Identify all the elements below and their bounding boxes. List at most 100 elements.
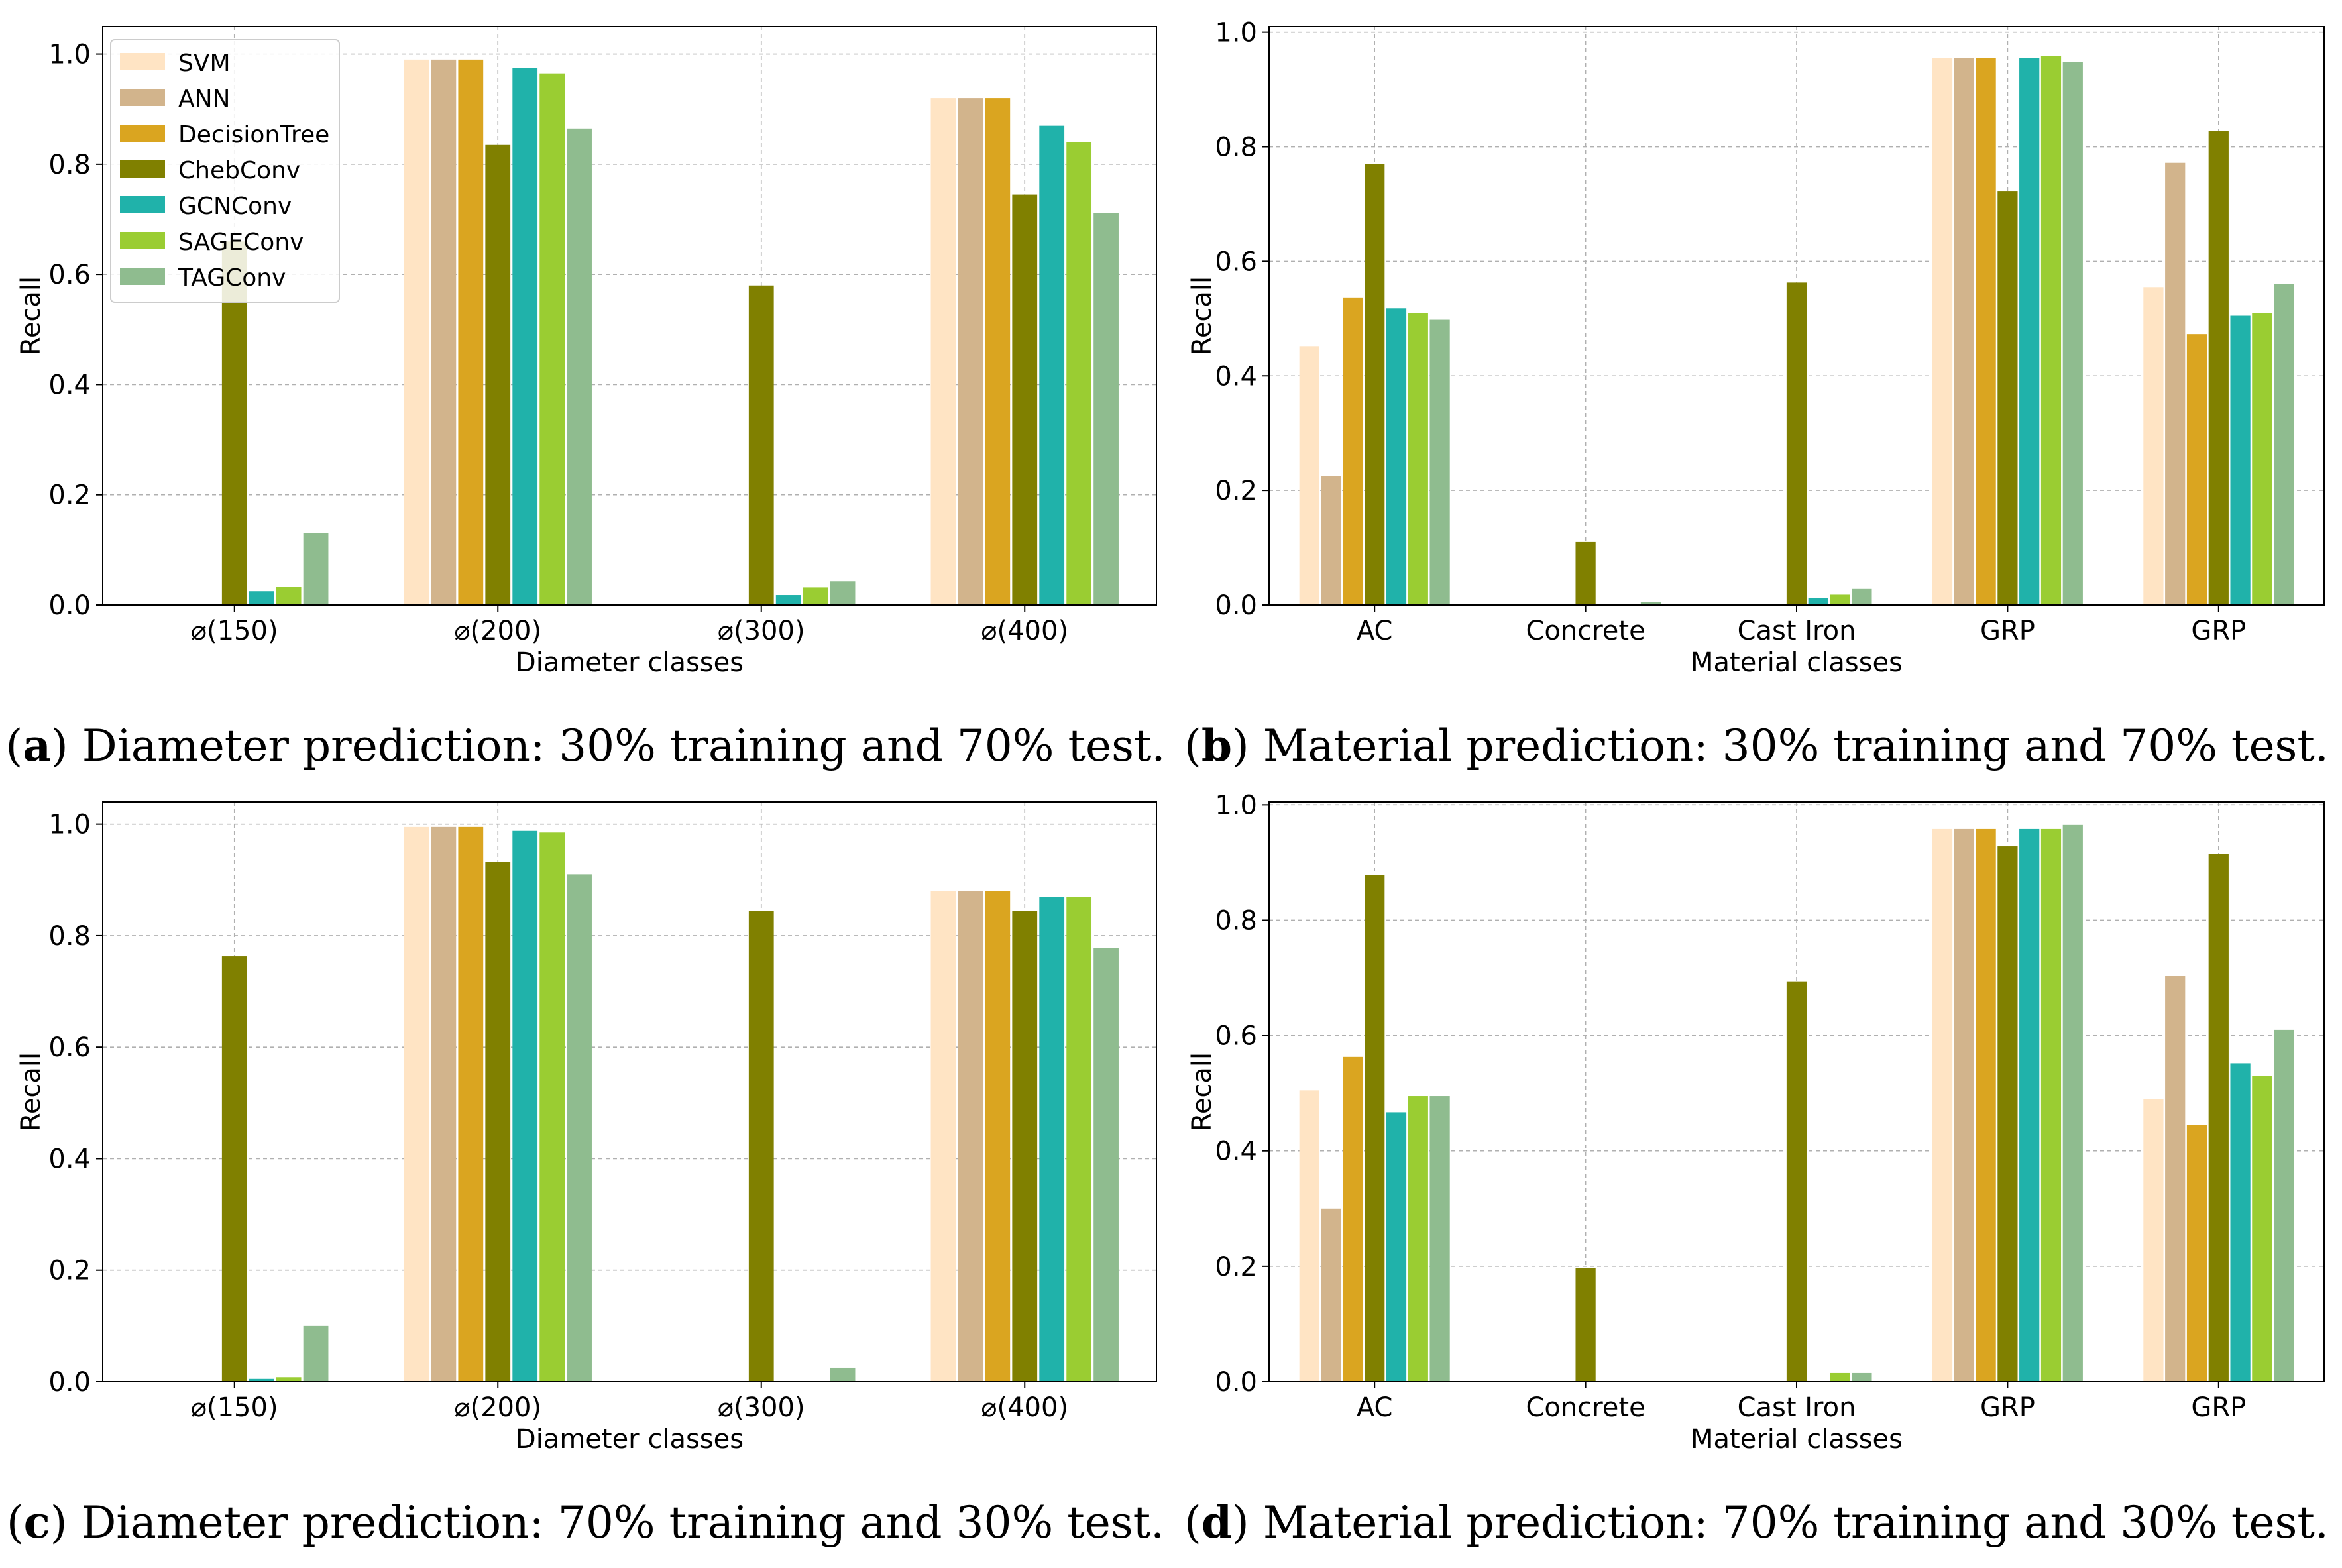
y-tick-label: 0.0 (48, 1367, 91, 1398)
axes-frame (1268, 26, 2325, 606)
bar-svm-3 (930, 891, 956, 1382)
y-tick-label: 0.2 (48, 480, 91, 511)
bar-decisiontree-4 (2186, 334, 2207, 605)
bar-gcnconv-4 (2230, 315, 2251, 605)
bar-gcnconv-3 (2019, 58, 2040, 605)
y-tick-label: 0.0 (1215, 1367, 1257, 1398)
bar-chebconv-3 (1012, 194, 1038, 606)
bar-decisiontree-0 (1343, 297, 1363, 605)
chart-a: 0.0 0.2 0.4 0.6 0.8 1.0 ⌀(150) ⌀(200) ⌀(300) ⌀(40… (16, 26, 1157, 678)
x-tick-label: AC (1357, 1392, 1393, 1423)
bar-chebconv-2 (748, 285, 774, 605)
bar-tagconv-2 (1852, 1372, 1872, 1382)
bar-sageconv-0 (276, 587, 302, 605)
caption-b: (b) Material prediction: 30% training an… (1184, 720, 2329, 771)
bar-gcnconv-2 (775, 595, 801, 605)
legend-swatch-ann (120, 89, 165, 106)
x-tick-label: Cast Iron (1738, 616, 1856, 646)
bar-sageconv-2 (1830, 1372, 1850, 1382)
bar-svm-4 (2143, 287, 2164, 605)
bar-tagconv-3 (2062, 62, 2083, 606)
bar-decisiontree-3 (1976, 828, 1996, 1382)
legend-swatch-sageconv (120, 232, 165, 249)
legend-label-chebconv: ChebConv (178, 157, 300, 184)
bar-tagconv-3 (2062, 824, 2083, 1382)
bar-tagconv-0 (303, 533, 329, 605)
bar-svm-0 (1299, 346, 1319, 605)
y-tick-label: 0.4 (1215, 1137, 1257, 1167)
y-tick-label: 0.8 (48, 150, 91, 180)
y-tick-label: 0.8 (1215, 133, 1257, 163)
bar-tagconv-2 (830, 581, 856, 605)
caption-c: (c) Diameter prediction: 70% training an… (6, 1496, 1165, 1548)
bar-gcnconv-1 (512, 830, 538, 1382)
bar-chebconv-1 (485, 862, 511, 1382)
bar-chebconv-0 (1365, 164, 1385, 605)
bar-chebconv-1 (1575, 541, 1596, 605)
bar-tagconv-2 (1852, 588, 1872, 605)
y-tick-label: 0.2 (1215, 1252, 1257, 1282)
bar-sageconv-1 (539, 73, 565, 605)
x-tick-label: GRP (2191, 616, 2246, 646)
x-axis-label: Diameter classes (516, 1424, 744, 1455)
y-tick-label: 0.4 (48, 1144, 91, 1174)
y-tick-label: 0.6 (48, 260, 91, 290)
bar-sageconv-3 (2040, 56, 2062, 605)
bar-ann-1 (431, 59, 457, 605)
x-tick-label: Concrete (1526, 616, 1645, 646)
legend-swatch-chebconv (120, 160, 165, 178)
bar-gcnconv-0 (249, 1378, 274, 1382)
bar-ann-4 (2165, 976, 2186, 1382)
bar-tagconv-3 (1093, 948, 1119, 1382)
bar-ann-4 (2165, 162, 2186, 606)
y-tick-label: 0.8 (1215, 905, 1257, 936)
bar-tagconv-1 (567, 128, 592, 606)
bar-svm-3 (930, 98, 956, 606)
legend-swatch-decisiontree (120, 125, 165, 142)
bar-sageconv-0 (1408, 1096, 1428, 1382)
legend-label-sageconv: SAGEConv (178, 229, 304, 256)
bar-svm-0 (1299, 1090, 1319, 1382)
bar-ann-0 (1321, 1208, 1341, 1382)
x-tick-label: GRP (1980, 1392, 2035, 1423)
bar-svm-1 (404, 59, 429, 605)
legend (110, 39, 340, 303)
bar-decisiontree-1 (458, 826, 484, 1382)
bar-ann-3 (958, 891, 983, 1382)
y-tick-label: 1.0 (48, 810, 91, 840)
legend-label-decisiontree: DecisionTree (178, 121, 329, 148)
x-tick-label: ⌀(300) (718, 1392, 805, 1423)
y-axis-label: Recall (16, 276, 46, 355)
x-tick-label: ⌀(200) (454, 1392, 541, 1423)
caption-b-letter: b (1201, 720, 1233, 771)
y-tick-label: 1.0 (1215, 790, 1257, 820)
bar-decisiontree-0 (1343, 1056, 1363, 1382)
bar-gcnconv-4 (2230, 1063, 2251, 1382)
bar-sageconv-4 (2252, 1076, 2272, 1382)
bar-sageconv-3 (1066, 142, 1092, 606)
bar-chebconv-3 (1997, 846, 2018, 1382)
bar-svm-3 (1932, 828, 1953, 1382)
y-tick-label: 0.0 (1215, 590, 1257, 621)
chart-d: 0.0 0.2 0.4 0.6 0.8 1.0 AC Concrete Cast Iron GRP… (1187, 790, 2325, 1455)
legend-label-ann: ANN (178, 85, 231, 113)
legend-label-tagconv: TAGConv (178, 264, 286, 292)
bar-chebconv-1 (1575, 1268, 1596, 1382)
legend-label-gcnconv: GCNConv (178, 193, 292, 220)
legend-swatch-svm (120, 53, 165, 70)
bar-chebconv-3 (1997, 191, 2018, 605)
bar-tagconv-1 (1640, 602, 1661, 605)
axes-frame (102, 801, 1157, 1382)
bar-sageconv-4 (2252, 313, 2272, 605)
y-tick-label: 0.0 (48, 590, 91, 621)
y-tick-label: 0.6 (1215, 1021, 1257, 1052)
legend-swatch-tagconv (120, 268, 165, 285)
bar-gcnconv-3 (2019, 828, 2040, 1382)
bar-sageconv-2 (1830, 594, 1850, 605)
axes-frame (1268, 801, 2325, 1382)
bar-sageconv-3 (1066, 897, 1092, 1382)
caption-c-text: Diameter prediction: 70% training and 30… (81, 1497, 1165, 1548)
bar-chebconv-3 (1012, 911, 1038, 1382)
y-axis-label: Recall (16, 1052, 46, 1131)
bar-tagconv-4 (2274, 1029, 2294, 1382)
